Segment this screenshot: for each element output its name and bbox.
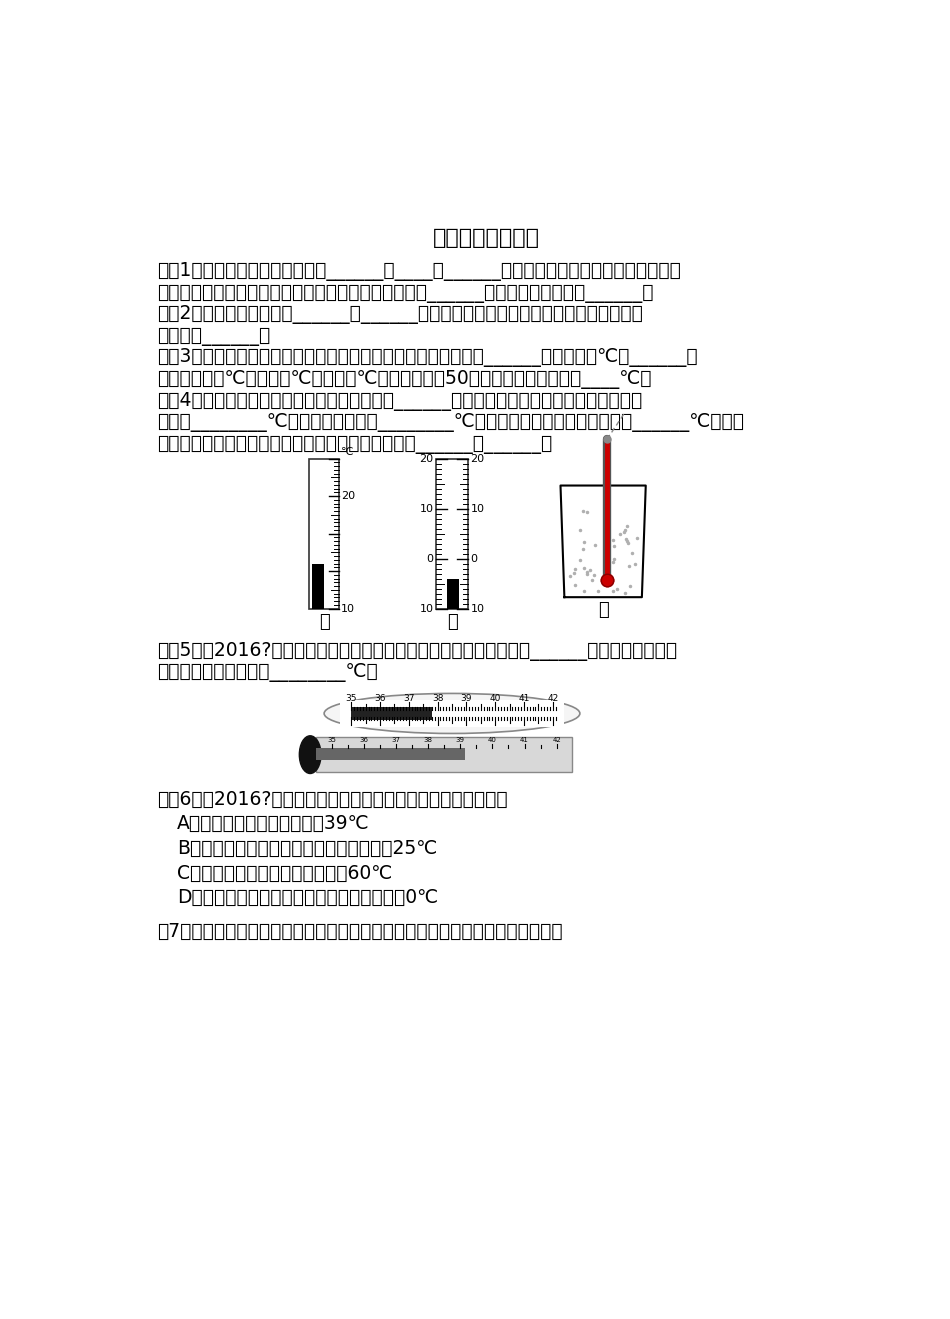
Text: 0: 0 [470,554,478,563]
Text: 温度为１００℃。若将０℃至１００℃之间等分为　50等分，则每一等份为　____℃。: 温度为１００℃。若将０℃至１００℃之间等分为 50等分，则每一等份为 ____℃… [158,371,652,389]
Text: 丙，测量液体温度时的做法及读数方法错误之处　　______　______。: 丙，测量液体温度时的做法及读数方法错误之处 ______ ______。 [158,435,553,454]
Text: 35: 35 [346,694,357,703]
Bar [352,707,432,720]
Text: 甲: 甲 [319,612,330,630]
Text: 39: 39 [461,694,472,703]
Text: 38: 38 [424,737,432,743]
Text: A．健康成年人的体温是　　39℃: A．健康成年人的体温是 39℃ [177,814,370,834]
Text: 37: 37 [391,737,401,743]
Text: 41: 41 [519,694,530,703]
Text: 丙: 丙 [598,601,609,619]
Text: 36: 36 [359,737,369,743]
Text: 41: 41 [520,737,529,743]
Text: 10: 10 [470,504,484,513]
Text: 20: 20 [341,491,355,501]
Text: 36: 36 [374,694,386,703]
Text: 2、温度表示物体的　______，______是生活与生产中常用的温度单位。　人的正常: 2、温度表示物体的 ______，______是生活与生产中常用的温度单位。 人… [158,306,643,324]
Text: 温计此时的读数是　　________℃。: 温计此时的读数是 ________℃。 [158,663,378,682]
Text: C．洗澡时淋浴的适宜水温是　　60℃: C．洗澡时淋浴的适宜水温是 60℃ [177,864,392,882]
Text: 5、（2016?株洲）如图是一支水银体温计，它是利用水银的　　______性质制成的．该体: 5、（2016?株洲）如图是一支水银体温计，它是利用水银的 ______性质制成… [158,642,677,661]
Text: D．在一个标准大气压下盐水的凝固点是　　0℃: D．在一个标准大气压下盐水的凝固点是 0℃ [177,888,438,907]
Ellipse shape [324,694,580,733]
Text: 39: 39 [456,737,465,743]
Text: 0: 0 [427,554,433,563]
Text: 10: 10 [470,604,484,613]
Bar [340,699,564,727]
Text: 20: 20 [470,454,484,463]
Text: 10: 10 [419,604,433,613]
Text: 《温度与温度计》: 《温度与温度计》 [433,228,541,248]
Text: 42: 42 [547,694,559,703]
Text: 体温是　______。: 体温是 ______。 [158,327,271,346]
Text: 4、实验室常用的温度计是根据液体的　　______的规律制成的。如图甲，温度计的分度: 4、实验室常用的温度计是根据液体的 ______的规律制成的。如图甲，温度计的分… [158,392,643,410]
Text: 乙: 乙 [446,612,457,630]
Text: ℃: ℃ [341,447,353,458]
Text: 40: 40 [488,737,497,743]
Bar [436,459,468,609]
Bar [313,563,324,609]
Ellipse shape [299,736,321,773]
Text: 40: 40 [489,694,501,703]
Text: 35: 35 [328,737,336,743]
Text: 38: 38 [432,694,444,703]
Text: 1、随温度的变化物质会在　______、____、______三种状态之间变化，称为物态变化。: 1、随温度的变化物质会在 ______、____、______三种状态之间变化，… [158,262,681,281]
Bar [316,737,572,772]
Text: 10: 10 [419,504,433,513]
Bar [447,579,459,609]
Text: 6、（2016?遵义）下列温度值最接近实际的是（　　　　）: 6、（2016?遵义）下列温度值最接近实际的是（ ） [158,790,508,809]
Text: 雪、霜、雾、露、雨、冰雹中，以固态存在的是　　　______，以液态存在的是　______。: 雪、霜、雾、露、雨、冰雹中，以固态存在的是 ______，以液态存在的是 ___… [158,284,654,303]
Text: 42: 42 [552,737,561,743]
Text: 20: 20 [419,454,433,463]
Text: 3、温度计上的标度一般采用摄氏温标，　以标准大气压下　______的温度为０℃，______的: 3、温度计上的标度一般采用摄氏温标， 以标准大气压下 ______的温度为０℃，… [158,348,698,368]
Text: 37: 37 [403,694,414,703]
Text: 值是　________℃，此时示数是　　________℃；如图乙，温度计的示数是　　______℃，如图: 值是 ________℃，此时示数是 ________℃；如图乙，温度计的示数是… [158,413,745,433]
Text: 7、下图是四位同学用温度计测水温的实验操作过程，其中正确的是（　　　）: 7、下图是四位同学用温度计测水温的实验操作过程，其中正确的是（ ） [158,922,563,942]
Bar [310,459,339,609]
Text: B．让人感觉温暖而舒适的室内温度是　　25℃: B．让人感觉温暖而舒适的室内温度是 25℃ [177,839,437,857]
Text: 10: 10 [341,604,355,613]
Bar [316,748,465,760]
